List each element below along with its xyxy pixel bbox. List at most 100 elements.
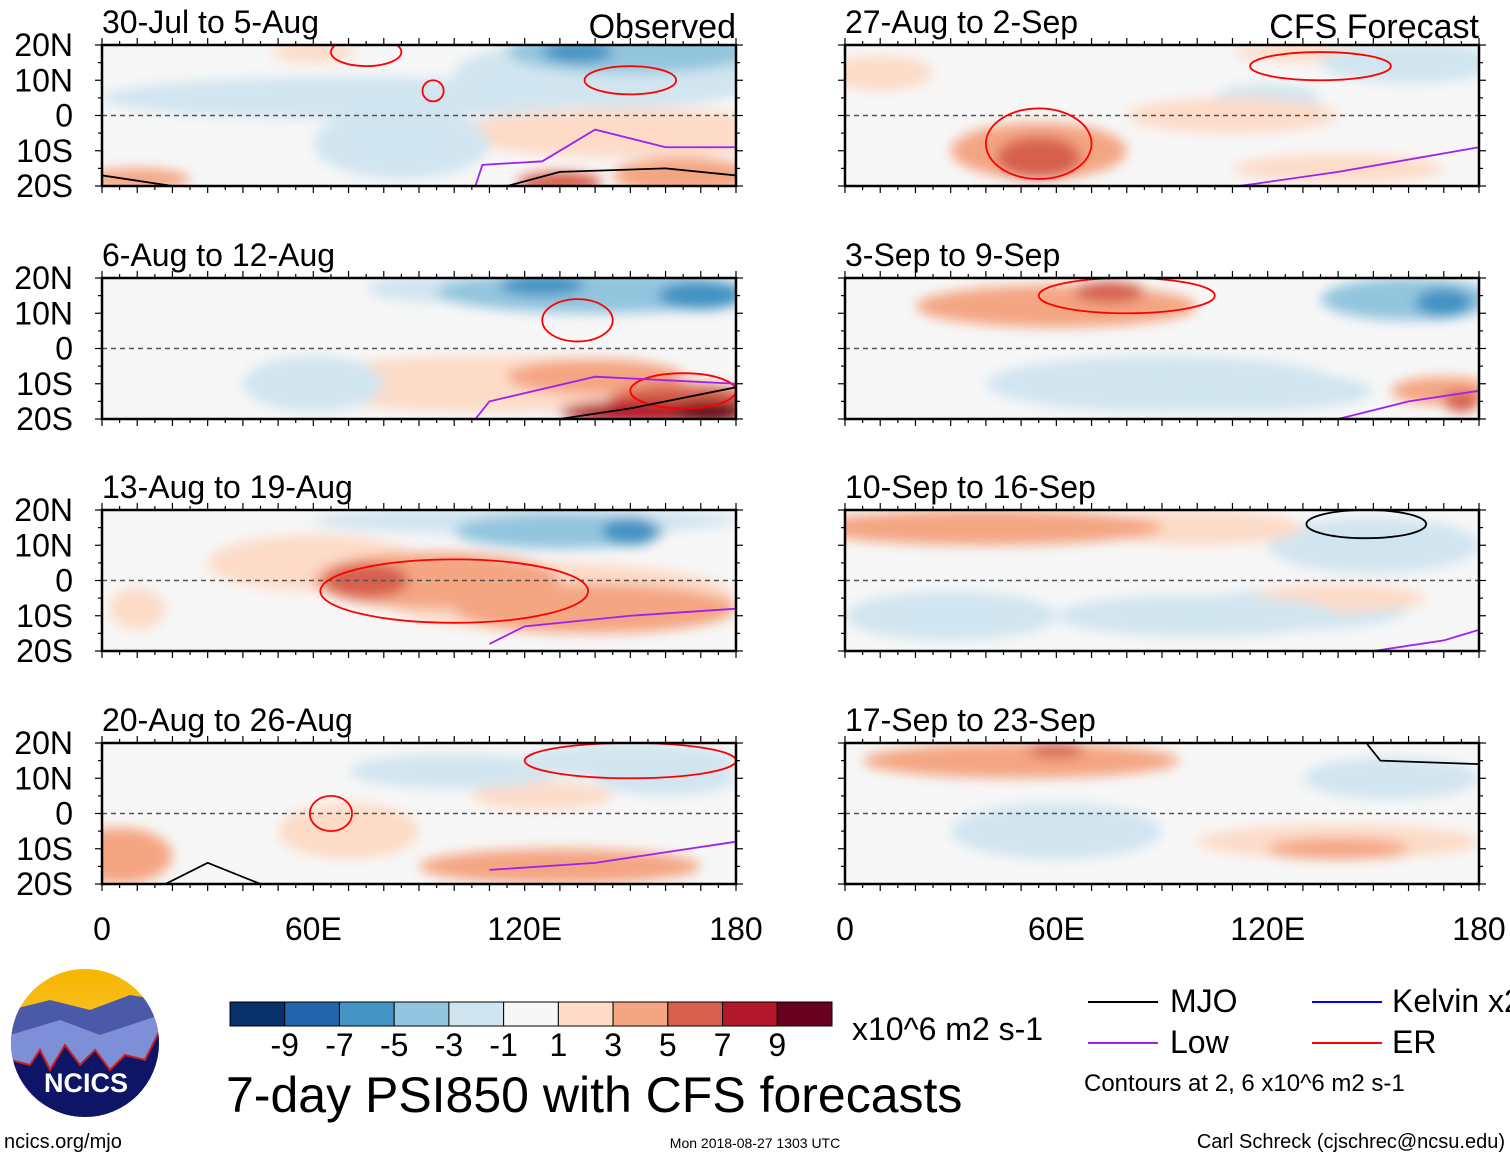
anomaly-region (1056, 594, 1339, 637)
colorbar-unit: x10^6 m2 s-1 (852, 1011, 1043, 1047)
anomaly-region (595, 760, 736, 796)
er-contour (583, 65, 678, 96)
low-contour (474, 375, 736, 419)
anomaly-region (242, 355, 384, 412)
lat-tick-label: 10N (14, 62, 73, 98)
anomaly-region (454, 584, 736, 634)
forecast-label: CFS Forecast (1269, 8, 1479, 46)
panel-title: 17-Sep to 23-Sep (845, 702, 1096, 738)
er-contour (421, 79, 445, 103)
er-contour (1249, 51, 1392, 82)
low-contour (1373, 628, 1479, 651)
contour-note: Contours at 2, 6 x10^6 m2 s-1 (1084, 1070, 1405, 1097)
svg-text:MJO: MJO (1170, 983, 1238, 1019)
anomaly-region (102, 168, 191, 186)
panel-title: 10-Sep to 16-Sep (845, 469, 1096, 505)
colorbar-tick: 1 (549, 1027, 567, 1063)
anomaly-region (1091, 369, 1374, 412)
colorbar-tick: -7 (325, 1027, 353, 1063)
mjo-contour (1365, 743, 1479, 766)
colorbar-swatch (393, 1001, 450, 1027)
panel-title: 6-Aug to 12-Aug (102, 237, 335, 273)
er-contour (629, 372, 736, 410)
lat-tick-label: 10S (16, 598, 73, 634)
low-contour (489, 607, 736, 645)
lon-tick-label: 120E (487, 911, 562, 947)
anomaly-region (602, 517, 659, 546)
low-contour (1239, 146, 1479, 186)
lat-tick-label: 20N (14, 260, 73, 296)
anomaly-region (1390, 376, 1479, 405)
lat-tick-label: 0 (55, 563, 73, 599)
map-panel-5: 27-Aug to 2-Sep (838, 4, 1486, 193)
lat-tick-label: 10N (14, 295, 73, 331)
colorbar-tick: -5 (380, 1027, 408, 1063)
colorbar-tick: -1 (489, 1027, 517, 1063)
colorbar-swatch (722, 1001, 778, 1027)
colorbar-swatch (776, 1001, 833, 1027)
anomaly-region (658, 281, 736, 310)
low-contour (474, 128, 736, 186)
observed-label: Observed (589, 8, 736, 46)
anomaly-region (542, 45, 613, 63)
anomaly-region (278, 802, 419, 860)
anomaly-region (1415, 288, 1472, 317)
author: Carl Schreck (cjschrec@ncsu.edu) (1197, 1131, 1505, 1153)
lon-tick-label: 180 (709, 911, 762, 947)
anomaly-region (1091, 510, 1303, 546)
colorbar-tick: -9 (271, 1027, 299, 1063)
mjo-contour (559, 386, 736, 419)
mjo-contour (102, 174, 173, 186)
er-contour (308, 794, 353, 833)
lat-tick-label: 0 (55, 331, 73, 367)
lat-tick-label: 10S (16, 366, 73, 402)
panel-title: 3-Sep to 9-Sep (845, 237, 1060, 273)
lat-tick-label: 20N (14, 725, 73, 761)
colorbar-swatch (338, 1001, 395, 1027)
panel-title: 30-Jul to 5-Aug (102, 4, 319, 40)
anomaly-region (996, 136, 1081, 179)
anomaly-region (845, 55, 934, 91)
lon-tick-label: 120E (1230, 911, 1305, 947)
lon-tick-label: 60E (285, 911, 342, 947)
colorbar-swatch (503, 1001, 559, 1027)
source-link[interactable]: ncics.org/mjo (4, 1131, 122, 1153)
anomaly-region (109, 587, 166, 630)
er-contour (330, 45, 403, 68)
lat-tick-label: 0 (55, 796, 73, 832)
low-contour (1337, 389, 1479, 419)
mjo-contour (164, 861, 261, 884)
timestamp: Mon 2018-08-27 1303 UTC (670, 1135, 840, 1151)
er-contour (984, 107, 1093, 180)
map-panel-8: 17-Sep to 23-Sep (838, 702, 1486, 891)
lat-tick-label: 0 (55, 98, 73, 134)
lat-tick-label: 10S (16, 133, 73, 169)
anomaly-region (1302, 757, 1479, 800)
colorbar-swatch (229, 1001, 286, 1027)
low-contour (489, 840, 736, 871)
anomaly-region (313, 108, 490, 179)
panel-title: 27-Aug to 2-Sep (845, 4, 1078, 40)
map-panel-6: 3-Sep to 9-Sep (838, 237, 1486, 426)
lon-tick-label: 0 (93, 911, 111, 947)
lon-tick-label: 60E (1028, 911, 1085, 947)
anomaly-region (1028, 743, 1085, 758)
anomaly-region (1267, 517, 1479, 574)
anomaly-region (517, 171, 603, 186)
panel-title: 20-Aug to 26-Aug (102, 702, 353, 738)
er-contour (319, 558, 589, 624)
lat-tick-label: 10N (14, 760, 73, 796)
colorbar-swatch (667, 1001, 724, 1027)
anomaly-region (102, 827, 173, 884)
anomaly-region (612, 157, 736, 186)
svg-text:ER: ER (1392, 1024, 1436, 1060)
anomaly-region (1267, 838, 1409, 860)
colorbar-swatch (557, 1001, 614, 1027)
panel-title: 13-Aug to 19-Aug (102, 469, 353, 505)
er-contour (1037, 278, 1216, 315)
